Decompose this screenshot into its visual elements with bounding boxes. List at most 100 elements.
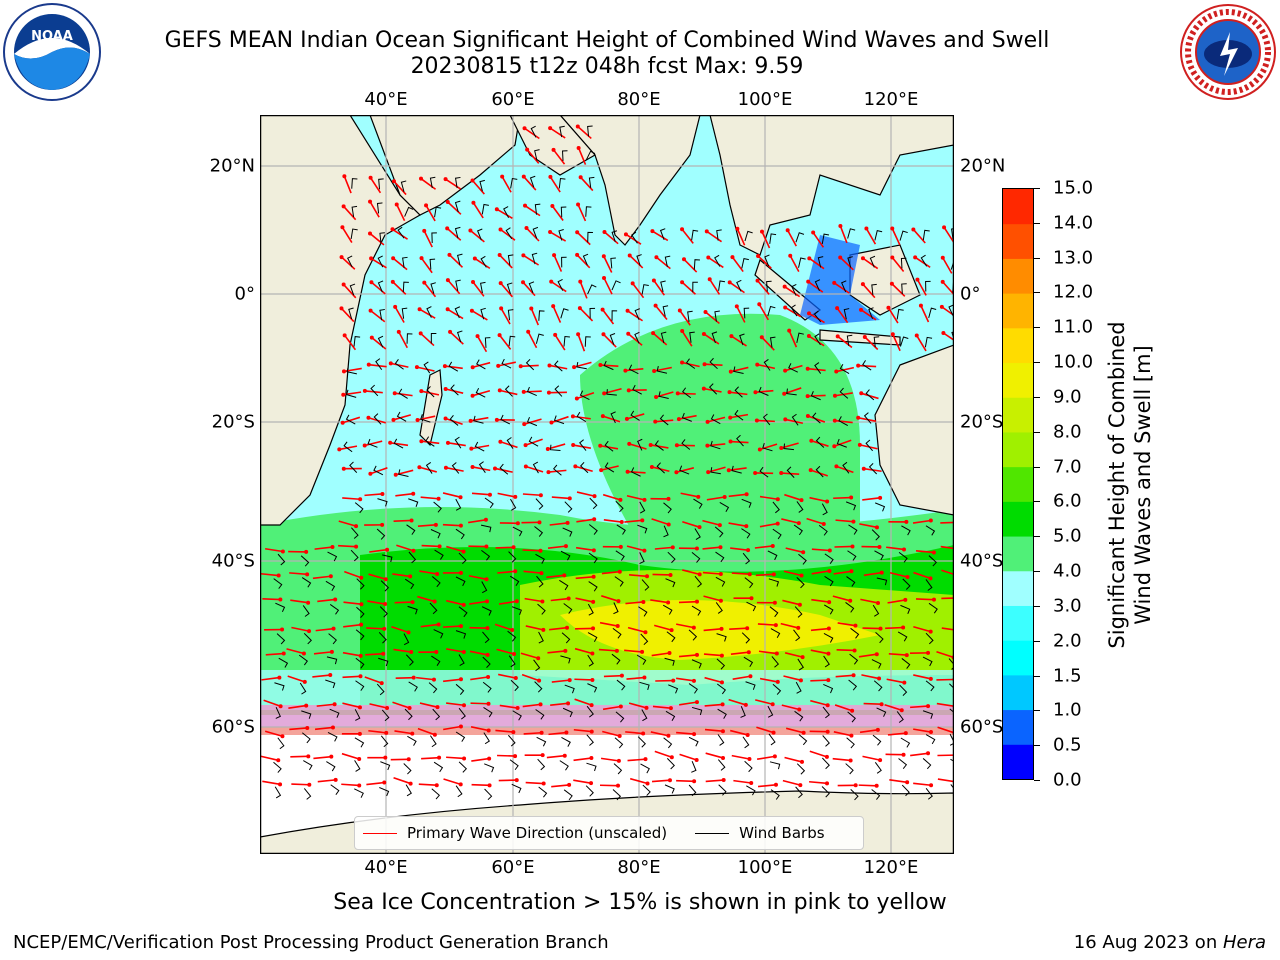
wave-direction-arrow — [728, 493, 747, 498]
wind-barb — [458, 552, 467, 565]
wave-arrow-head — [602, 229, 607, 234]
wave-direction-arrow — [577, 204, 587, 222]
wave-arrow-head — [904, 653, 909, 658]
wave-arrow-head — [857, 442, 862, 447]
wind-barb — [949, 708, 954, 719]
wave-arrow-head — [577, 306, 582, 311]
wind-barb — [768, 733, 776, 746]
wind-barb — [741, 632, 751, 644]
wave-direction-arrow — [758, 650, 777, 655]
wave-direction-arrow — [417, 524, 436, 527]
wave-arrow-head — [728, 369, 733, 374]
wind-barb — [788, 363, 798, 373]
wave-arrow-head — [901, 752, 906, 757]
wind-barb — [510, 177, 518, 189]
wind-barb — [534, 149, 540, 161]
wind-barb — [821, 503, 828, 516]
wave-arrow-head — [562, 753, 567, 758]
wind-barb — [404, 578, 415, 590]
host-name: Hera — [1222, 932, 1266, 953]
wave-direction-arrow — [471, 310, 488, 321]
wind-barb — [691, 659, 702, 669]
wave-direction-arrow — [703, 595, 722, 602]
wave-arrow-head — [838, 255, 843, 260]
wave-arrow-head — [329, 649, 334, 654]
colorbar-tick — [1034, 745, 1040, 747]
wave-arrow-head — [486, 728, 491, 733]
wave-direction-arrow — [393, 648, 412, 653]
wave-direction-arrow — [338, 544, 357, 548]
wave-arrow-head — [856, 415, 861, 420]
wave-arrow-head — [832, 280, 837, 285]
wave-arrow-head — [694, 700, 699, 705]
wave-direction-arrow — [341, 226, 353, 244]
top-tick-label: 60°E — [491, 89, 535, 110]
wave-arrow-head — [902, 680, 907, 685]
wave-arrow-head — [602, 391, 607, 396]
wind-barb — [925, 734, 936, 745]
wave-arrow-head — [748, 674, 753, 679]
wave-arrow-head — [339, 306, 344, 311]
wave-arrow-head — [445, 226, 450, 231]
wave-direction-arrow — [915, 549, 934, 554]
wave-direction-arrow — [862, 755, 881, 761]
wave-arrow-head — [589, 781, 594, 786]
wave-arrow-head — [368, 199, 373, 204]
wave-direction-arrow — [526, 149, 540, 164]
wind-barb — [559, 125, 565, 138]
wind-barb — [875, 631, 884, 644]
wave-arrow-head — [619, 520, 624, 525]
wave-direction-arrow — [683, 258, 698, 273]
wave-direction-arrow — [784, 756, 803, 763]
wave-direction-arrow — [260, 572, 279, 577]
wind-barb — [767, 550, 778, 561]
wind-barb — [538, 786, 548, 798]
right-tick-label: 20°N — [960, 155, 1006, 177]
wave-direction-arrow — [889, 571, 908, 578]
wave-arrow-head — [548, 126, 553, 131]
wave-arrow-head — [877, 544, 882, 549]
wind-barb — [378, 657, 389, 667]
bot-tick-label: 120°E — [863, 857, 919, 878]
wind-barb — [431, 232, 437, 244]
wave-arrow-head — [486, 674, 491, 679]
wave-direction-arrow — [863, 571, 882, 577]
wave-arrow-head — [408, 781, 413, 786]
wave-arrow-head — [448, 329, 453, 334]
wind-barb — [770, 628, 781, 639]
wave-direction-arrow — [445, 417, 463, 426]
wave-direction-arrow — [858, 784, 877, 787]
wave-arrow-head — [805, 366, 810, 371]
wind-barb — [681, 439, 691, 450]
wave-arrow-head — [566, 701, 571, 706]
left-tick-label: 60°S — [211, 716, 255, 738]
wind-barb — [764, 254, 770, 267]
wave-direction-arrow — [706, 496, 725, 501]
wave-arrow-head — [471, 279, 476, 284]
wave-direction-arrow — [707, 416, 726, 423]
wind-barb — [873, 680, 883, 692]
wind-barb — [505, 227, 513, 240]
wind-barb — [429, 735, 437, 748]
wave-direction-arrow — [343, 623, 362, 628]
wave-arrow-head — [641, 731, 646, 736]
colorbar-segment — [1003, 466, 1033, 502]
wave-direction-arrow — [704, 311, 720, 325]
wave-arrow-head — [431, 677, 436, 682]
wind-barb — [423, 361, 431, 374]
wave-direction-arrow — [940, 545, 954, 550]
colorbar-segment — [1003, 536, 1033, 572]
wave-arrow-head — [801, 550, 806, 555]
wind-barb — [900, 604, 911, 615]
wave-direction-arrow — [468, 574, 487, 581]
wave-direction-arrow — [264, 730, 283, 738]
wave-arrow-head — [821, 522, 826, 527]
wave-arrow-head — [809, 438, 814, 443]
wave-arrow-head — [541, 627, 546, 632]
wind-barb — [564, 684, 575, 694]
wind-barb — [328, 633, 337, 645]
wave-arrow-head — [864, 226, 869, 231]
wave-direction-arrow — [785, 727, 804, 734]
wave-arrow-head — [333, 597, 338, 602]
wind-barb — [613, 763, 623, 775]
